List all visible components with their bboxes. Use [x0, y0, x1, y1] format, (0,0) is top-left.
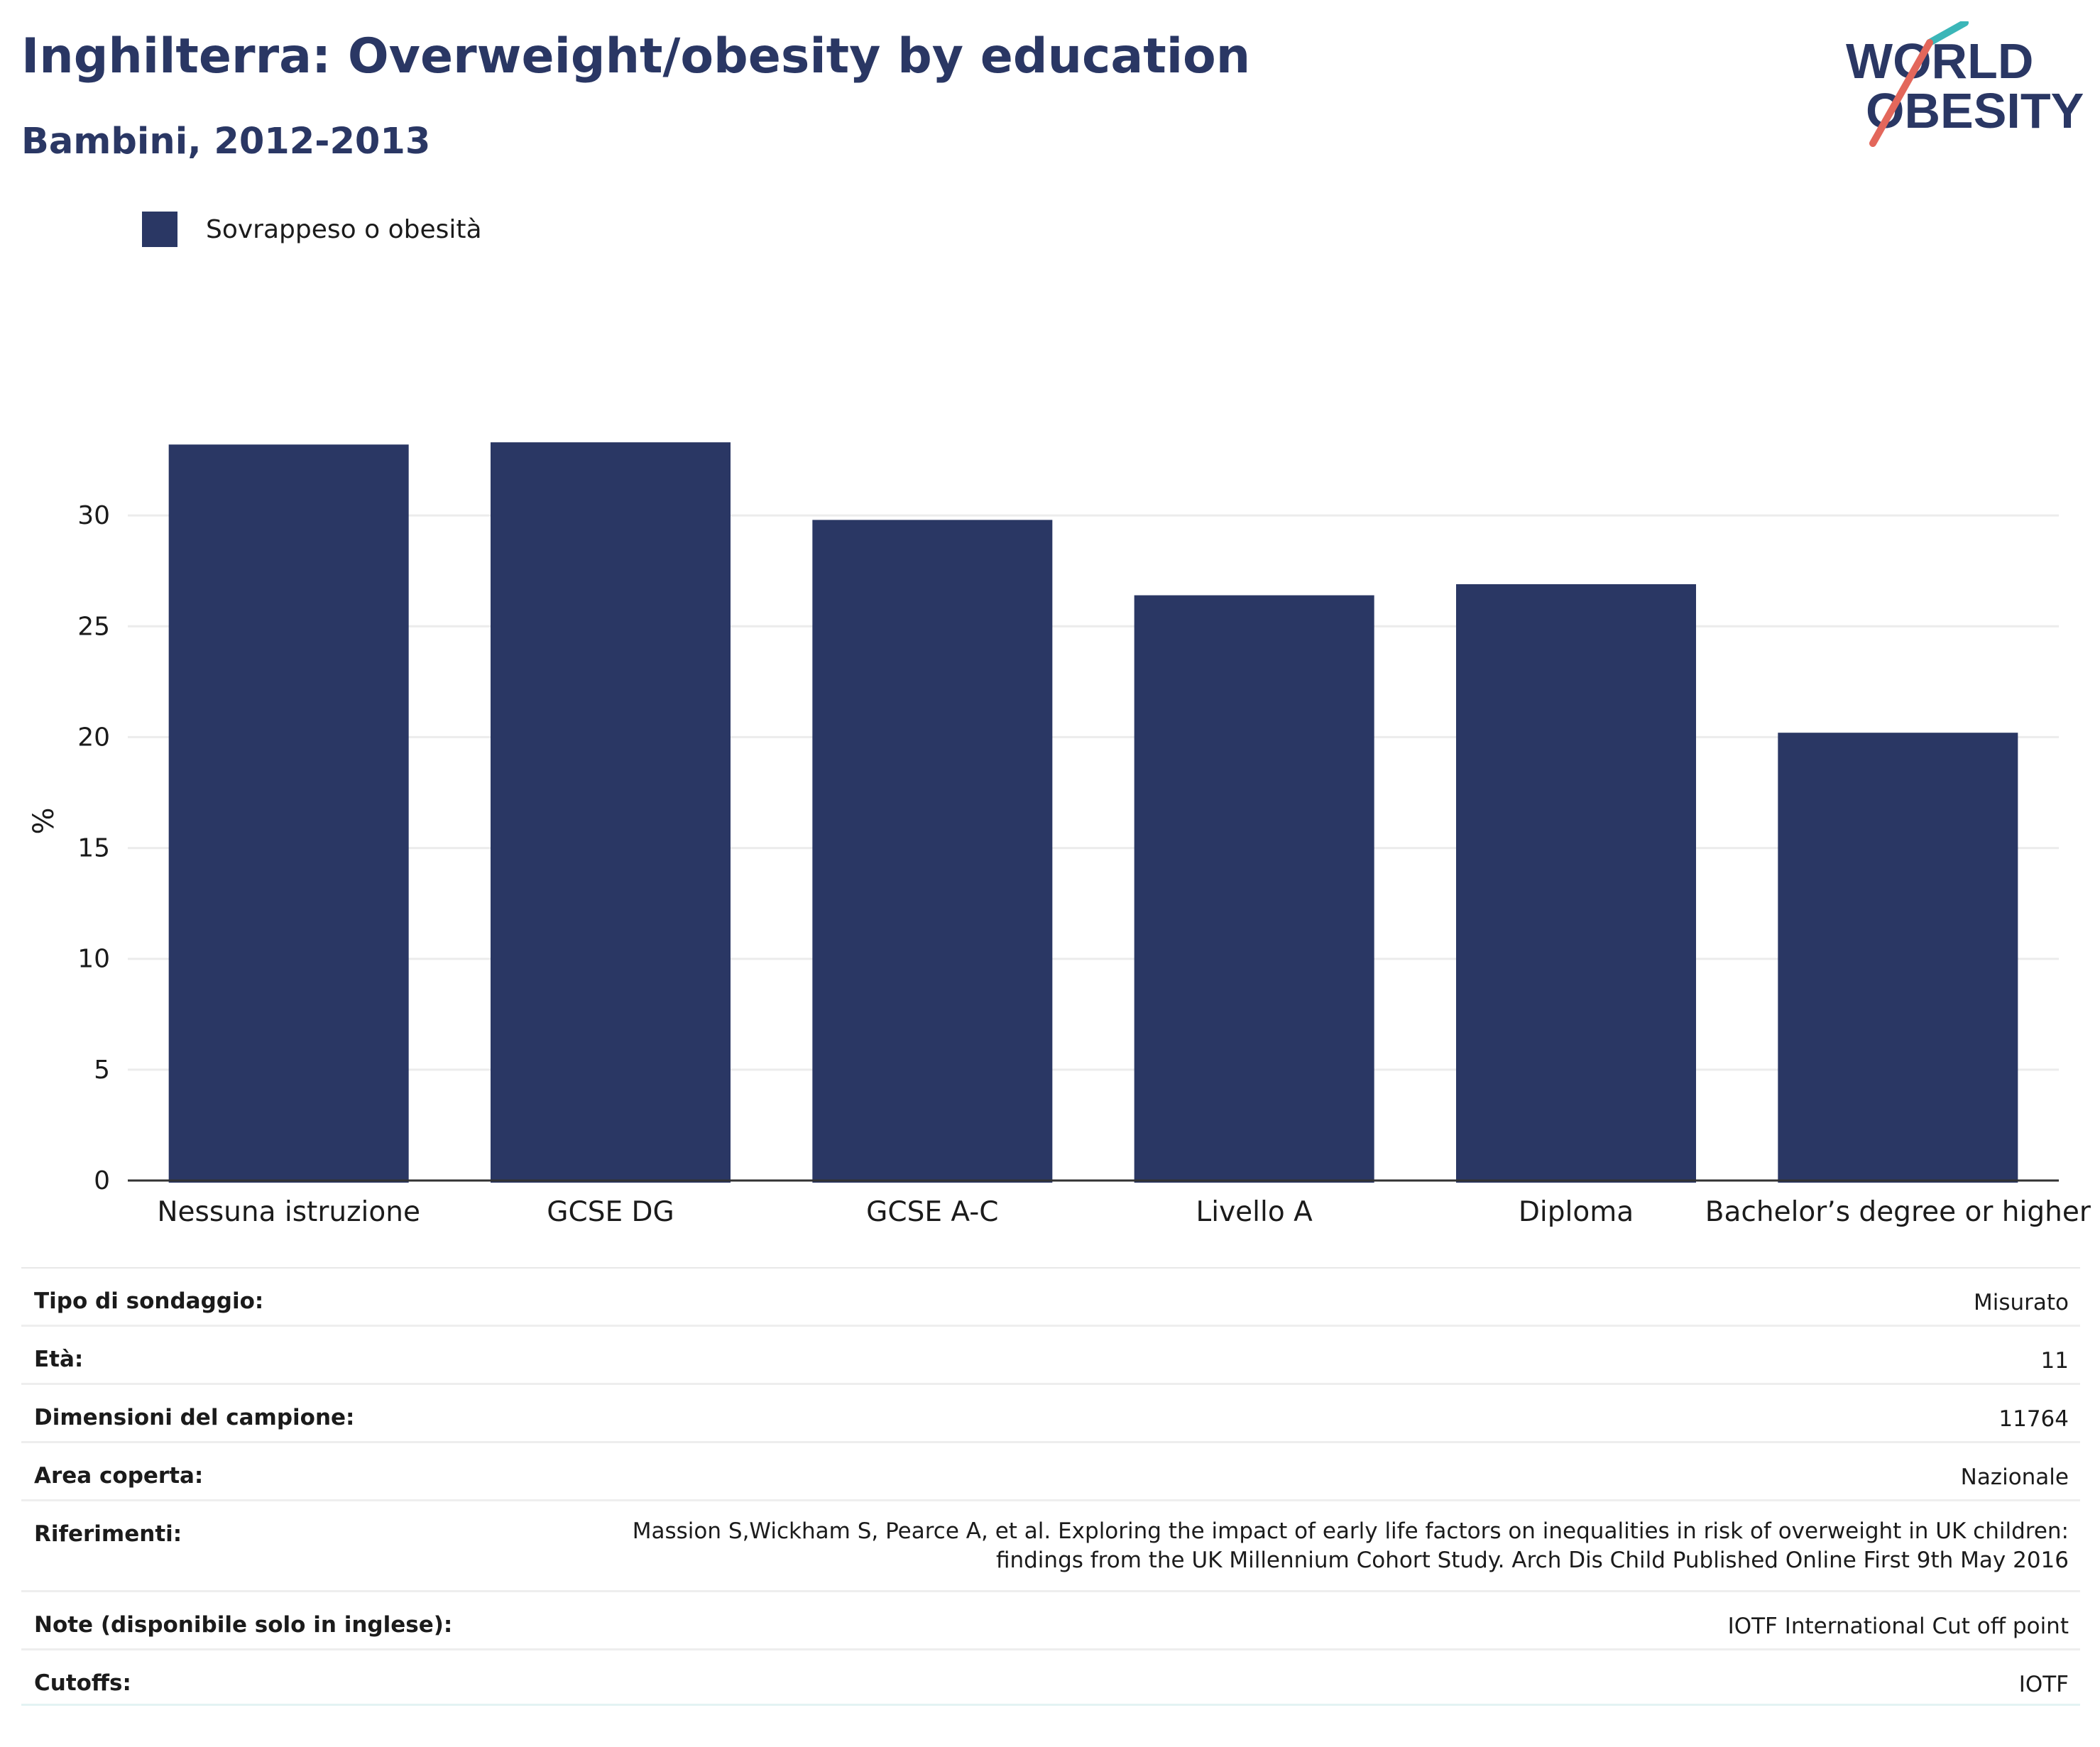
bar-chart: 0 5 10 15 20 25 30 Nessuna istruzione GCSE DG GCS…: [28, 442, 2091, 1228]
info-value: Nazionale: [1960, 1464, 2069, 1490]
info-key: Età:: [34, 1347, 84, 1372]
info-key: Tipo di sondaggio:: [34, 1288, 264, 1314]
bar: [491, 442, 731, 1183]
y-tick-label: 20: [77, 723, 110, 752]
x-tick-label: Nessuna istruzione: [157, 1196, 420, 1228]
x-tick-label: GCSE A-C: [866, 1196, 998, 1228]
bar: [1456, 584, 1696, 1183]
chart-title: Inghilterra: Overweight/obesity by educa…: [21, 28, 1251, 84]
legend-swatch: [142, 212, 177, 247]
info-row: Note (disponibile solo in inglese): IOTF …: [21, 1592, 2080, 1650]
bar: [168, 444, 409, 1183]
info-table: Tipo di sondaggio: Misurato Età: 11 Dimensio…: [21, 1267, 2080, 1706]
info-value: Misurato: [1973, 1290, 2069, 1315]
info-key: Cutoffs:: [34, 1670, 131, 1696]
info-row: Area coperta: Nazionale: [21, 1443, 2080, 1501]
info-row: Tipo di sondaggio: Misurato: [21, 1269, 2080, 1327]
info-key: Note (disponibile solo in inglese):: [34, 1612, 453, 1638]
info-value: IOTF: [2018, 1672, 2069, 1697]
y-tick-label: 5: [94, 1056, 110, 1085]
y-tick-label: 30: [77, 501, 110, 530]
info-row: Riferimenti: Massion S,Wickham S, Pearce …: [21, 1501, 2080, 1592]
bar: [812, 520, 1053, 1183]
world-obesity-logo: WORLD OBESITY: [1846, 21, 2084, 147]
y-tick-label: 0: [94, 1166, 110, 1195]
y-tick-label: 25: [77, 612, 110, 641]
x-tick-label: Livello A: [1196, 1196, 1313, 1228]
logo-slash-bottom: [1869, 39, 1933, 147]
y-tick-label: 15: [77, 834, 110, 863]
x-tick-label: Bachelor’s degree or higher: [1705, 1196, 2091, 1228]
info-row: Dimensioni del campione: 11764: [21, 1385, 2080, 1443]
bar: [1134, 595, 1374, 1183]
logo-slash-top: [1926, 21, 1969, 46]
info-key: Dimensioni del campione:: [34, 1405, 355, 1430]
info-key: Riferimenti:: [34, 1521, 182, 1547]
info-row: Cutoffs: IOTF: [21, 1650, 2080, 1706]
legend-label: Sovrappeso o obesità: [206, 214, 482, 244]
info-key: Area coperta:: [34, 1463, 204, 1489]
info-row: Età: 11: [21, 1327, 2080, 1385]
y-tick-label: 10: [77, 945, 110, 974]
x-tick-label: Diploma: [1519, 1196, 1634, 1228]
info-value: 11764: [1998, 1406, 2069, 1432]
y-axis-title: %: [28, 807, 60, 834]
chart-subtitle: Bambini, 2012-2013: [21, 121, 431, 163]
info-value: Massion S,Wickham S, Pearce A, et al. Ex…: [632, 1518, 2069, 1573]
bar: [1778, 733, 2018, 1183]
logo-line1: WORLD: [1846, 33, 2033, 89]
x-tick-label: GCSE DG: [547, 1196, 674, 1228]
legend: Sovrappeso o obesità: [142, 212, 482, 247]
info-value: IOTF International Cut off point: [1727, 1614, 2069, 1639]
info-value: 11: [2040, 1348, 2069, 1374]
